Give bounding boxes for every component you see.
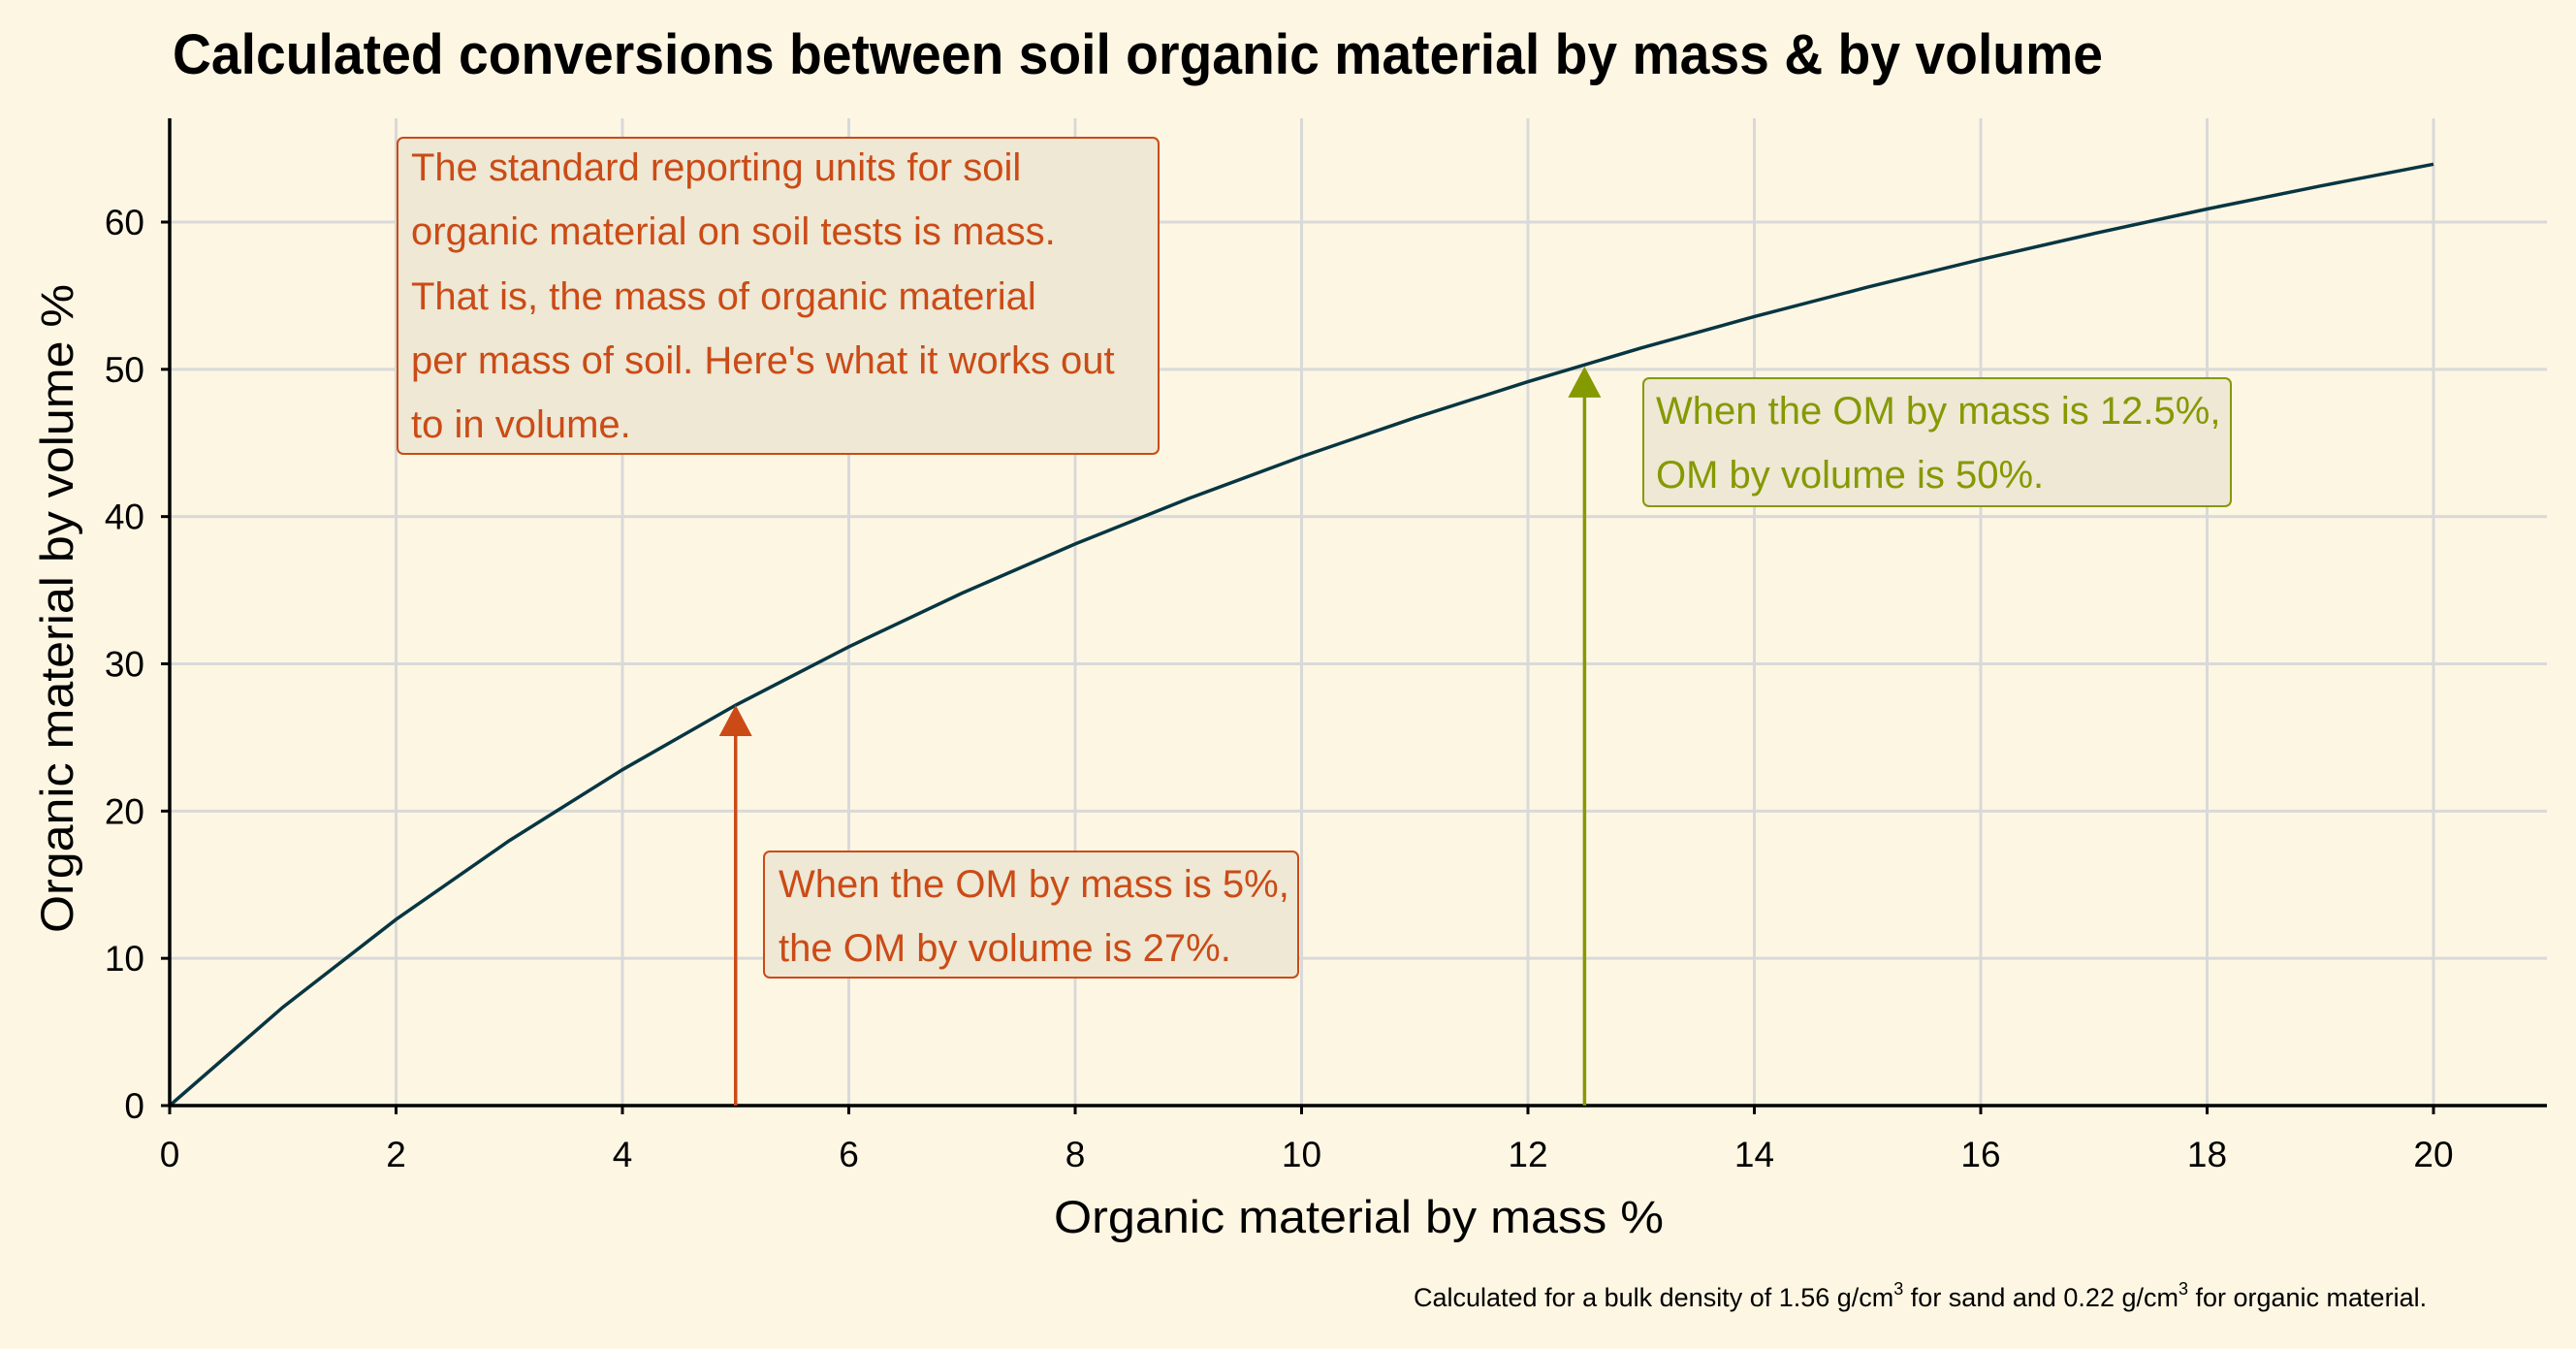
x-tick-label: 4 [613,1135,633,1174]
annotation-line: When the OM by mass is 12.5%, [1656,390,2220,433]
chart-title: Calculated conversions between soil orga… [173,23,2103,86]
annotation-12-5-box [1642,377,2232,507]
annotation-line: The standard reporting units for soil [411,146,1021,189]
annotation-5-box [763,851,1299,979]
annotation-line: to in volume. [411,403,631,446]
x-tick-label: 0 [160,1135,180,1174]
annotation-line: per mass of soil. Here's what it works o… [411,339,1115,382]
annotation-line: OM by volume is 50%. [1656,454,2044,497]
x-tick-label: 14 [1734,1135,1774,1174]
annotation-line: That is, the mass of organic material [411,275,1036,318]
y-axis-label: Organic material by volume % [31,284,82,933]
x-tick-label: 18 [2187,1135,2227,1174]
annotation-5-percent: When the OM by mass is 5%, the OM by vol… [763,851,1299,979]
x-tick-label: 16 [1960,1135,2000,1174]
annotation-arrows [718,366,1602,1106]
x-tick-label: 20 [2413,1135,2453,1174]
annotation-line: When the OM by mass is 5%, [779,863,1289,906]
x-tick-label: 2 [386,1135,406,1174]
y-tick-label: 10 [105,939,144,979]
x-tick-label: 8 [1065,1135,1086,1174]
arrow-12-5-head [1568,366,1602,398]
x-axis-label: Organic material by mass % [1054,1191,1664,1242]
axes: 0 2 4 6 8 10 12 14 16 18 20 0 10 20 30 40 50 60 [105,118,2547,1174]
intro-annotation-box [397,137,1160,455]
y-tick-label: 20 [105,791,144,831]
arrow-5-head [718,705,752,737]
series [168,162,2434,1108]
annotation-line: organic material on soil tests is mass. [411,210,1056,253]
y-tick-label: 50 [105,350,144,390]
y-tick-label: 0 [124,1086,144,1126]
y-tick-label: 30 [105,645,144,685]
annotation-12-5-percent: When the OM by mass is 12.5%, OM by volu… [1642,377,2232,507]
y-tick-label: 40 [105,498,144,537]
x-tick-label: 12 [1508,1135,1547,1174]
y-tick-label: 60 [105,203,144,242]
x-tick-label: 6 [839,1135,859,1174]
caption: Calculated for a bulk density of 1.56 g/… [1414,1279,2427,1312]
annotation-line: the OM by volume is 27%. [779,927,1231,970]
intro-annotation: The standard reporting units for soil or… [397,137,1160,455]
x-tick-label: 10 [1282,1135,1321,1174]
